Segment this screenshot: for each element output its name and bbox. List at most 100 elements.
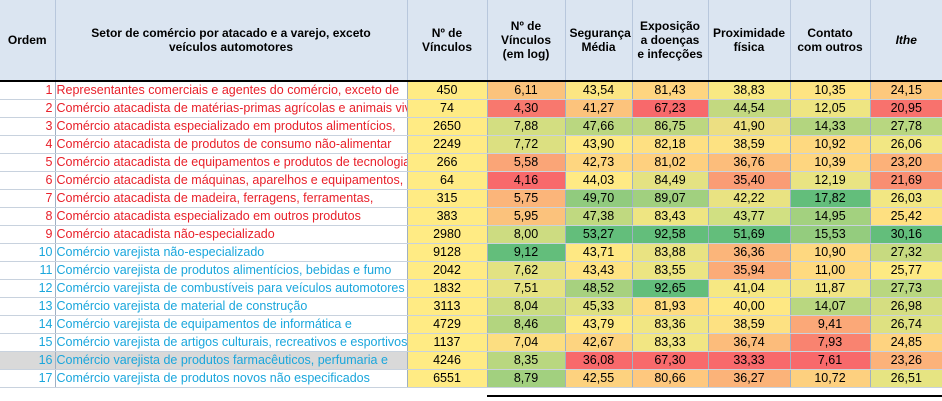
cell-proximidade: 36,27 (708, 369, 791, 388)
cell-ordem: 7 (0, 189, 56, 208)
cell-vinculos: 2650 (407, 117, 488, 136)
cell-vinculos: 74 (407, 99, 488, 118)
cell-ordem: 2 (0, 99, 56, 118)
cell-seguranca: 53,27 (565, 225, 633, 244)
cell-vinculos-log: 8,00 (487, 225, 566, 244)
table-row: 12 Comércio varejista de combustíveis par… (0, 279, 942, 298)
cell-proximidade: 33,33 (708, 351, 791, 370)
cell-vinculos: 3113 (407, 297, 488, 316)
cell-vinculos-log: 5,75 (487, 189, 566, 208)
cell-ordem: 15 (0, 333, 56, 352)
cell-seguranca: 47,66 (565, 117, 633, 136)
cell-ordem: 8 (0, 207, 56, 226)
cell-seguranca: 43,43 (565, 261, 633, 280)
cell-ordem: 5 (0, 153, 56, 172)
cell-vinculos-log: 5,58 (487, 153, 566, 172)
cell-vinculos-log: 5,95 (487, 207, 566, 226)
cell-contato: 11,87 (790, 279, 871, 298)
cell-vinculos: 4246 (407, 351, 488, 370)
cell-proximidade: 38,59 (708, 135, 791, 154)
table-row: 10 Comércio varejista não-especializado 91… (0, 243, 942, 262)
cell-setor: Comércio varejista não-especializado (55, 243, 408, 262)
cell-vinculos-log: 4,30 (487, 99, 566, 118)
cell-ithe: 20,95 (870, 99, 942, 118)
cell-setor: Comércio atacadista não-especializado (55, 225, 408, 244)
cell-contato: 12,19 (790, 171, 871, 190)
cell-seguranca: 49,70 (565, 189, 633, 208)
cell-proximidade: 36,76 (708, 153, 791, 172)
cell-exposicao: 92,58 (632, 225, 709, 244)
cell-proximidade: 36,36 (708, 243, 791, 262)
cell-ordem: 13 (0, 297, 56, 316)
cell-contato: 9,41 (790, 315, 871, 334)
ithe-table: Ordem Setor de comércio por atacado e a … (0, 0, 942, 388)
cell-seguranca: 47,38 (565, 207, 633, 226)
cell-seguranca: 42,55 (565, 369, 633, 388)
cell-proximidade: 51,69 (708, 225, 791, 244)
cell-setor: Comércio varejista de produtos novos não… (55, 369, 408, 388)
cell-vinculos: 383 (407, 207, 488, 226)
cell-vinculos: 2980 (407, 225, 488, 244)
cell-contato: 10,92 (790, 135, 871, 154)
table-row: 9 Comércio atacadista não-especializado 29… (0, 225, 942, 244)
cell-exposicao: 89,07 (632, 189, 709, 208)
cell-ithe: 26,03 (870, 189, 942, 208)
cell-ordem: 3 (0, 117, 56, 136)
cell-seguranca: 42,67 (565, 333, 633, 352)
cell-vinculos: 64 (407, 171, 488, 190)
header-seguranca: Segurança Média (565, 0, 633, 82)
table-row: 11 Comércio varejista de produtos aliment… (0, 261, 942, 280)
table-row: 7 Comércio atacadista de madeira, ferrage… (0, 189, 942, 208)
table-row: 14 Comércio varejista de equipamentos de … (0, 315, 942, 334)
cell-seguranca: 44,03 (565, 171, 633, 190)
cell-ithe: 27,78 (870, 117, 942, 136)
cell-vinculos: 6551 (407, 369, 488, 388)
cell-ithe: 23,20 (870, 153, 942, 172)
cell-contato: 14,33 (790, 117, 871, 136)
cell-ithe: 26,74 (870, 315, 942, 334)
table-row: 15 Comércio varejista de artigos culturai… (0, 333, 942, 352)
cell-ithe: 27,32 (870, 243, 942, 262)
cell-vinculos-log: 8,04 (487, 297, 566, 316)
header-vinculos-log: Nº de Vínculos (em log) (487, 0, 566, 82)
cell-seguranca: 43,90 (565, 135, 633, 154)
cell-ordem: 11 (0, 261, 56, 280)
cell-exposicao: 83,33 (632, 333, 709, 352)
cell-vinculos: 450 (407, 81, 488, 100)
header-exposicao: Exposição a doenças e infecções (632, 0, 709, 82)
cell-vinculos-log: 7,88 (487, 117, 566, 136)
cell-contato: 10,72 (790, 369, 871, 388)
cell-ithe: 21,69 (870, 171, 942, 190)
cell-setor: Comércio atacadista de produtos de consu… (55, 135, 408, 154)
cell-exposicao: 83,36 (632, 315, 709, 334)
cell-contato: 7,93 (790, 333, 871, 352)
cell-setor: Comércio varejista de produtos alimentíc… (55, 261, 408, 280)
cell-seguranca: 43,71 (565, 243, 633, 262)
cell-proximidade: 41,04 (708, 279, 791, 298)
cell-exposicao: 81,93 (632, 297, 709, 316)
cell-proximidade: 42,22 (708, 189, 791, 208)
cell-seguranca: 45,33 (565, 297, 633, 316)
cell-proximidade: 43,77 (708, 207, 791, 226)
cell-proximidade: 35,40 (708, 171, 791, 190)
cell-ithe: 26,98 (870, 297, 942, 316)
cell-exposicao: 81,43 (632, 81, 709, 100)
table-row: 8 Comércio atacadista especializado em ou… (0, 207, 942, 226)
cell-ordem: 10 (0, 243, 56, 262)
cell-setor: Comércio atacadista especializado em out… (55, 207, 408, 226)
cell-contato: 14,07 (790, 297, 871, 316)
cell-ordem: 1 (0, 81, 56, 100)
cell-ordem: 14 (0, 315, 56, 334)
cell-exposicao: 81,02 (632, 153, 709, 172)
cell-vinculos-log: 7,62 (487, 261, 566, 280)
cell-contato: 10,39 (790, 153, 871, 172)
cell-contato: 17,82 (790, 189, 871, 208)
cell-ordem: 6 (0, 171, 56, 190)
cell-ithe: 27,73 (870, 279, 942, 298)
cell-ithe: 25,42 (870, 207, 942, 226)
table-row: 17 Comércio varejista de produtos novos n… (0, 369, 942, 388)
cell-vinculos: 266 (407, 153, 488, 172)
cell-proximidade: 35,94 (708, 261, 791, 280)
cell-vinculos-log: 7,51 (487, 279, 566, 298)
cell-ithe: 23,26 (870, 351, 942, 370)
